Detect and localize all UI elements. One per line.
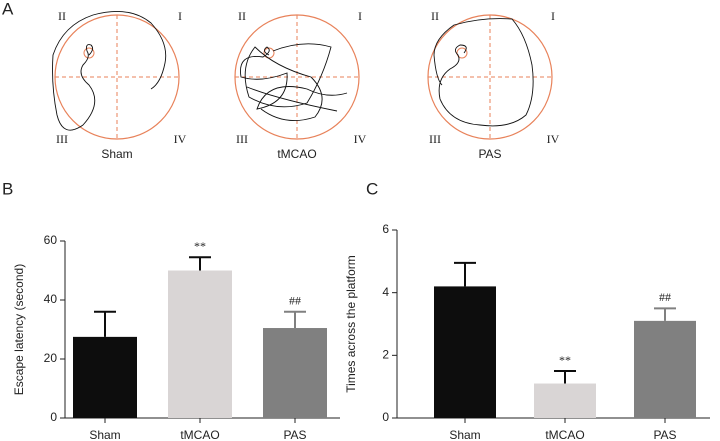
trajectory (52, 10, 167, 131)
significance-label: ## (659, 290, 671, 304)
x-tick-label: Sham (449, 428, 480, 441)
significance-label: ** (559, 353, 571, 367)
x-tick-label: tMCAO (180, 428, 219, 441)
x-tick-label: PAS (653, 428, 676, 441)
quadrant-label: I (358, 9, 362, 23)
quadrant-label: I (178, 9, 182, 23)
y-tick-label: 0 (382, 410, 389, 424)
bar (168, 270, 232, 418)
bar (73, 336, 137, 418)
platform (456, 47, 468, 59)
panel-label: C (366, 179, 378, 198)
trajectory (433, 18, 534, 127)
bar (434, 286, 496, 418)
y-tick-label: 6 (382, 222, 389, 236)
quadrant-label: IV (354, 132, 367, 146)
platform (83, 47, 95, 59)
y-tick-label: 20 (44, 351, 58, 365)
quadrant-label: II (238, 9, 246, 23)
quadrant-label: III (429, 132, 441, 146)
y-axis-label: Escape latency (second) (12, 264, 26, 395)
y-tick-label: 40 (44, 292, 58, 306)
quadrant-label: II (431, 9, 439, 23)
quadrant-label: I (551, 9, 555, 23)
bar (534, 383, 596, 418)
y-tick-label: 2 (382, 348, 389, 362)
quadrant-label: III (236, 132, 248, 146)
quadrant-label: II (58, 9, 66, 23)
bar (634, 320, 696, 418)
panel-label: B (2, 179, 13, 198)
bar (263, 328, 327, 418)
x-tick-label: tMCAO (545, 428, 584, 441)
quadrant-label: IV (174, 132, 187, 146)
x-tick-label: Sham (89, 428, 120, 441)
group-label: Sham (101, 147, 132, 161)
y-axis-label: Times across the platform (344, 255, 358, 393)
panel-label: A (2, 0, 14, 18)
group-label: PAS (478, 147, 501, 161)
y-tick-label: 0 (50, 410, 57, 424)
significance-label: ** (194, 239, 206, 253)
x-tick-label: PAS (283, 428, 306, 441)
y-tick-label: 4 (382, 285, 389, 299)
trajectory (240, 43, 348, 122)
quadrant-label: III (56, 132, 68, 146)
quadrant-label: IV (547, 132, 560, 146)
group-label: tMCAO (277, 147, 316, 161)
y-tick-label: 60 (44, 233, 58, 247)
significance-label: ## (289, 294, 301, 308)
